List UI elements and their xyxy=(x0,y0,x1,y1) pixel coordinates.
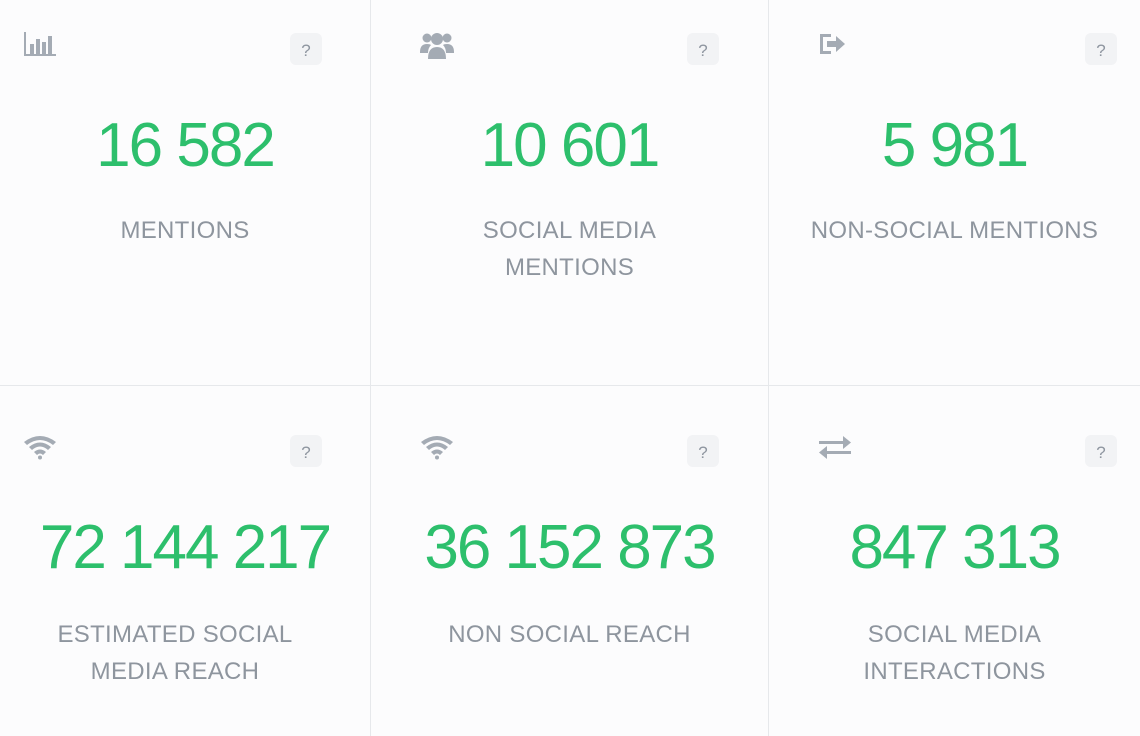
stat-label: NON-SOCIAL MENTIONS xyxy=(810,217,1099,244)
help-button[interactable]: ? xyxy=(290,33,322,65)
stat-card-non-social-mentions: ? 5 981 NON-SOCIAL MENTIONS xyxy=(769,0,1140,386)
stat-label: ESTIMATED SOCIAL MEDIA REACH xyxy=(57,621,293,685)
stat-value: 16 582 xyxy=(96,111,276,180)
stat-label: SOCIAL MEDIA MENTIONS xyxy=(482,217,657,281)
help-button[interactable]: ? xyxy=(1085,33,1117,65)
stat-value: 10 601 xyxy=(480,111,661,180)
stat-card-social-media-interactions: ? 847 313 SOCIAL MEDIA INTERACTIONS xyxy=(769,386,1140,736)
help-button[interactable]: ? xyxy=(1085,435,1117,467)
stat-value: 5 981 xyxy=(881,111,1029,180)
wifi-icon xyxy=(419,432,455,462)
wifi-icon xyxy=(22,432,58,462)
sign-out-arrow-icon xyxy=(817,30,853,60)
help-button[interactable]: ? xyxy=(687,435,719,467)
help-button[interactable]: ? xyxy=(290,435,322,467)
stat-value: 36 152 873 xyxy=(424,513,716,582)
bar-chart-icon xyxy=(22,30,58,60)
help-button[interactable]: ? xyxy=(687,33,719,65)
stat-label: NON SOCIAL REACH xyxy=(448,621,691,648)
stat-value: 72 144 217 xyxy=(39,513,332,582)
stat-card-estimated-social-media-reach: ? 72 144 217 ESTIMATED SOCIAL MEDIA REAC… xyxy=(0,386,371,736)
stat-card-mentions: ? 16 582 MENTIONS xyxy=(0,0,371,386)
stat-label: SOCIAL MEDIA INTERACTIONS xyxy=(863,621,1046,685)
stat-card-non-social-reach: ? 36 152 873 NON SOCIAL REACH xyxy=(371,386,769,736)
stat-label: MENTIONS xyxy=(120,217,250,244)
users-group-icon xyxy=(419,30,455,60)
stat-value: 847 313 xyxy=(849,513,1061,582)
stat-card-social-media-mentions: ? 10 601 SOCIAL MEDIA MENTIONS xyxy=(371,0,769,386)
exchange-arrows-icon xyxy=(817,434,853,464)
